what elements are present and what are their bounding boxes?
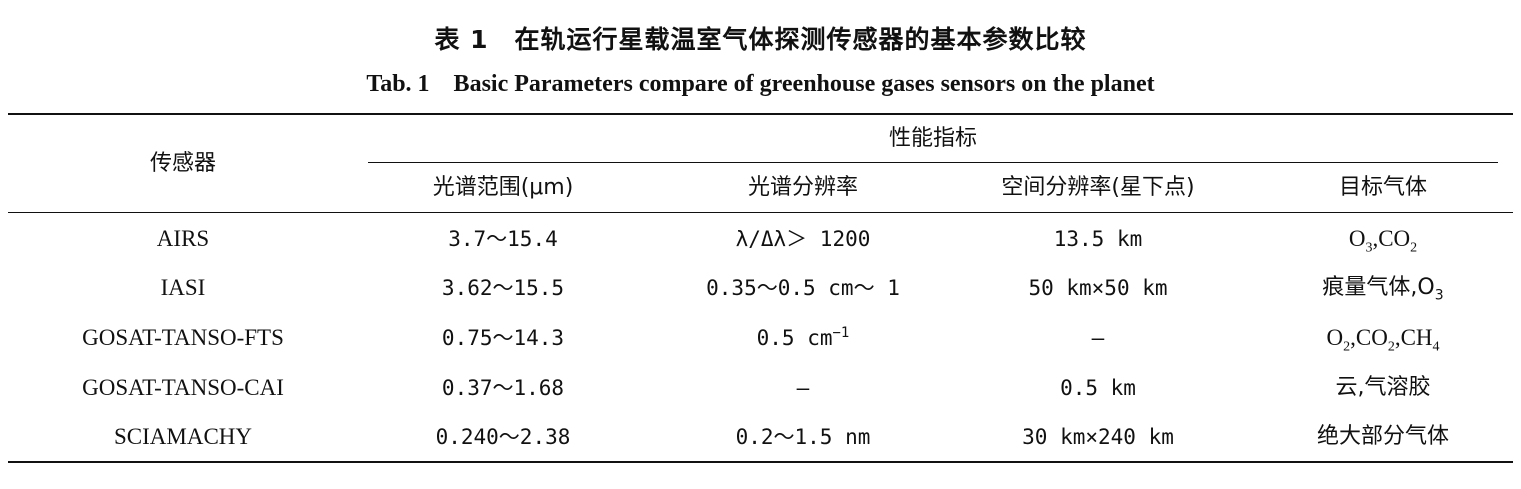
cell-spectral-range: 0.240～2.38 bbox=[435, 425, 571, 449]
cell-sensor: SCIAMACHY bbox=[113, 424, 253, 449]
cell-target-gas: 绝大部分气体 bbox=[1268, 422, 1498, 452]
cell-spectral-resolution: λ/Δλ＞ 1200 bbox=[735, 227, 871, 251]
header-sensor: 传感器 bbox=[149, 151, 216, 176]
cell-spectral-range: 3.62～15.5 bbox=[441, 276, 565, 300]
cell-spectral-resolution: — bbox=[796, 376, 810, 400]
gas-text: ,CO bbox=[1350, 325, 1388, 350]
cell-spatial-resolution: 30 km×240 km bbox=[1022, 425, 1174, 449]
header-spectral-range: 光谱范围(μm) bbox=[432, 175, 574, 200]
cell-spatial-resolution: 0.5 km bbox=[1060, 376, 1136, 400]
resolution-exponent: −1 bbox=[832, 325, 850, 341]
cell-sensor: IASI bbox=[160, 275, 206, 300]
table-caption-chinese: 表 1 在轨运行星载温室气体探测传感器的基本参数比较 bbox=[434, 25, 1087, 54]
gas-text: ,CH bbox=[1394, 325, 1433, 350]
gas-text: O bbox=[1348, 226, 1366, 251]
header-spatial-resolution: 空间分辨率(星下点) bbox=[1001, 175, 1195, 200]
gas-text: 绝大部分气体 bbox=[1316, 424, 1449, 449]
cell-target-gas: O3,CO2 bbox=[1268, 224, 1498, 256]
gas-text: 云,气溶胶 bbox=[1335, 375, 1431, 400]
group-header-rule bbox=[368, 162, 1498, 163]
table-caption-english: Tab. 1 Basic Parameters compare of green… bbox=[366, 71, 1155, 97]
gas-subscript: 3 bbox=[1365, 240, 1373, 256]
cell-spectral-range: 3.7～15.4 bbox=[448, 227, 558, 251]
table-top-rule bbox=[8, 113, 1513, 115]
cell-spatial-resolution: 50 km×50 km bbox=[1028, 276, 1168, 300]
resolution-base: 0.5 cm bbox=[756, 326, 833, 350]
cell-spatial-resolution: 13.5 km bbox=[1053, 227, 1143, 251]
cell-sensor: GOSAT-TANSO-CAI bbox=[82, 375, 284, 400]
header-spectral-resolution: 光谱分辨率 bbox=[747, 175, 858, 200]
cell-target-gas: O2,CO2,CH4 bbox=[1268, 323, 1498, 355]
gas-text: O bbox=[1326, 325, 1344, 350]
cell-spectral-resolution: 0.35～0.5 cm～ 1 bbox=[706, 276, 900, 300]
gas-text: ,CO bbox=[1372, 226, 1411, 251]
header-performance-group: 性能指标 bbox=[888, 126, 977, 151]
cell-target-gas: 云,气溶胶 bbox=[1268, 373, 1498, 403]
header-target-gas: 目标气体 bbox=[1338, 175, 1427, 200]
cell-spectral-range: 0.37～1.68 bbox=[441, 376, 565, 400]
gas-subscript: 3 bbox=[1434, 287, 1444, 304]
cell-spectral-resolution: 0.2～1.5 nm bbox=[735, 425, 871, 449]
cell-sensor: AIRS bbox=[156, 226, 210, 251]
cell-target-gas: 痕量气体,O3 bbox=[1268, 273, 1498, 303]
gas-text: 痕量气体,O bbox=[1322, 275, 1435, 300]
cell-sensor: GOSAT-TANSO-FTS bbox=[82, 325, 284, 350]
table-bottom-rule bbox=[8, 461, 1513, 463]
gas-subscript: 2 bbox=[1343, 339, 1351, 355]
gas-subscript: 2 bbox=[1387, 339, 1395, 355]
cell-spectral-resolution: 0.5 cm−1 bbox=[638, 323, 968, 353]
cell-spectral-range: 0.75～14.3 bbox=[441, 326, 565, 350]
cell-spatial-resolution: — bbox=[1091, 326, 1105, 350]
header-bottom-rule bbox=[8, 212, 1513, 213]
gas-subscript: 4 bbox=[1432, 339, 1440, 355]
gas-subscript: 2 bbox=[1410, 240, 1418, 256]
